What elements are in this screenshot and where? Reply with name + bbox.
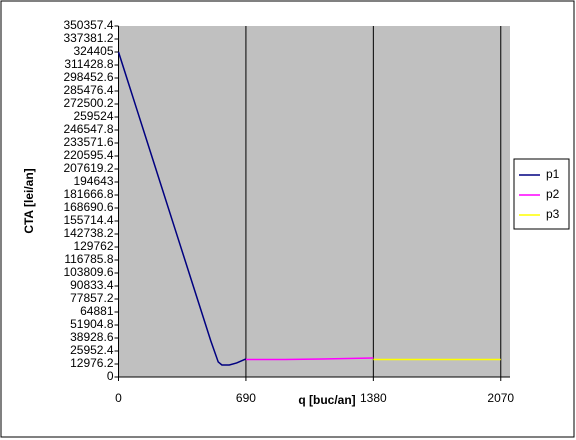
y-tick-label: 116785.8 xyxy=(64,252,113,266)
x-tick-label: 0 xyxy=(115,391,122,405)
y-tick-label: 0 xyxy=(107,369,114,383)
y-axis-title: CTA [lei/an] xyxy=(22,168,36,233)
y-tick-label: 38928.6 xyxy=(70,330,114,344)
y-tick-label: 220595.4 xyxy=(63,148,113,162)
x-tick-label: 1380 xyxy=(360,391,387,405)
legend-label: p3 xyxy=(546,207,560,221)
y-tick-label: 90833.4 xyxy=(70,278,114,292)
y-tick-label: 142738.2 xyxy=(63,226,113,240)
y-tick-label: 324405 xyxy=(73,44,113,58)
y-tick-label: 51904.8 xyxy=(70,317,114,331)
x-tick-label: 690 xyxy=(236,391,256,405)
x-axis-title: q [buc/an] xyxy=(298,393,355,407)
y-tick-label: 272500.2 xyxy=(63,96,113,110)
y-tick-label: 103809.6 xyxy=(63,265,113,279)
y-tick-label: 285476.4 xyxy=(63,83,113,97)
legend-label: p1 xyxy=(546,167,560,181)
x-tick-label: 2070 xyxy=(487,391,514,405)
legend xyxy=(513,158,570,230)
y-tick-label: 77857.2 xyxy=(70,291,114,305)
plot-area xyxy=(118,26,510,377)
y-tick-label: 12976.2 xyxy=(70,356,114,370)
y-tick-label: 246547.8 xyxy=(63,122,113,136)
y-tick-label: 350357.4 xyxy=(63,18,113,32)
y-tick-label: 25952.4 xyxy=(70,343,114,357)
series-line xyxy=(245,357,374,361)
y-tick-label: 337381.2 xyxy=(63,31,113,45)
y-tick-label: 207619.2 xyxy=(63,161,113,175)
y-tick-label: 129762 xyxy=(73,239,113,253)
series-line xyxy=(117,51,247,366)
y-tick-label: 168690.6 xyxy=(63,200,113,214)
y-tick-label: 259524 xyxy=(73,109,113,123)
legend-label: p2 xyxy=(546,187,560,201)
y-tick-label: 181666.8 xyxy=(63,187,113,201)
y-tick-label: 194643 xyxy=(73,174,113,188)
y-tick-label: 298452.6 xyxy=(63,70,113,84)
y-tick-label: 155714.4 xyxy=(63,213,113,227)
y-tick-label: 233571.6 xyxy=(63,135,113,149)
y-tick-label: 64881 xyxy=(80,304,114,318)
y-tick-label: 311428.8 xyxy=(64,57,113,71)
